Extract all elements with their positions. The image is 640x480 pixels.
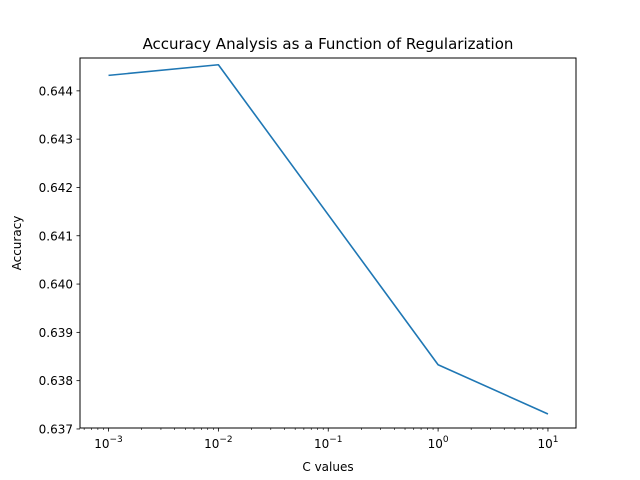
y-tick-label: 0.638 <box>39 374 73 388</box>
y-tick-label: 0.642 <box>39 181 73 195</box>
x-tick-label: 10−2 <box>204 435 233 451</box>
y-tick-label: 0.640 <box>39 278 73 292</box>
plot-area <box>108 63 549 415</box>
y-tick-label: 0.639 <box>39 326 73 340</box>
y-tick-label: 0.637 <box>39 422 73 436</box>
y-axis-label: Accuracy <box>10 216 24 271</box>
x-tick-label: 10−1 <box>314 435 343 451</box>
chart-title: Accuracy Analysis as a Function of Regul… <box>143 35 514 53</box>
y-tick-label: 0.641 <box>39 229 73 243</box>
series-line-0 <box>108 63 549 415</box>
x-tick-label: 100 <box>428 435 449 451</box>
y-tick-label: 0.643 <box>39 133 73 147</box>
x-tick-label: 101 <box>537 435 558 451</box>
x-tick-label: 10−3 <box>94 435 123 451</box>
y-tick-label: 0.644 <box>39 84 73 98</box>
x-axis-label: C values <box>302 460 353 474</box>
y-axis: 0.637 0.638 0.639 0.640 0.641 0.642 0.643 0.644 <box>39 84 80 436</box>
x-axis: 10−3 10−2 10−1 100 101 <box>83 428 558 451</box>
